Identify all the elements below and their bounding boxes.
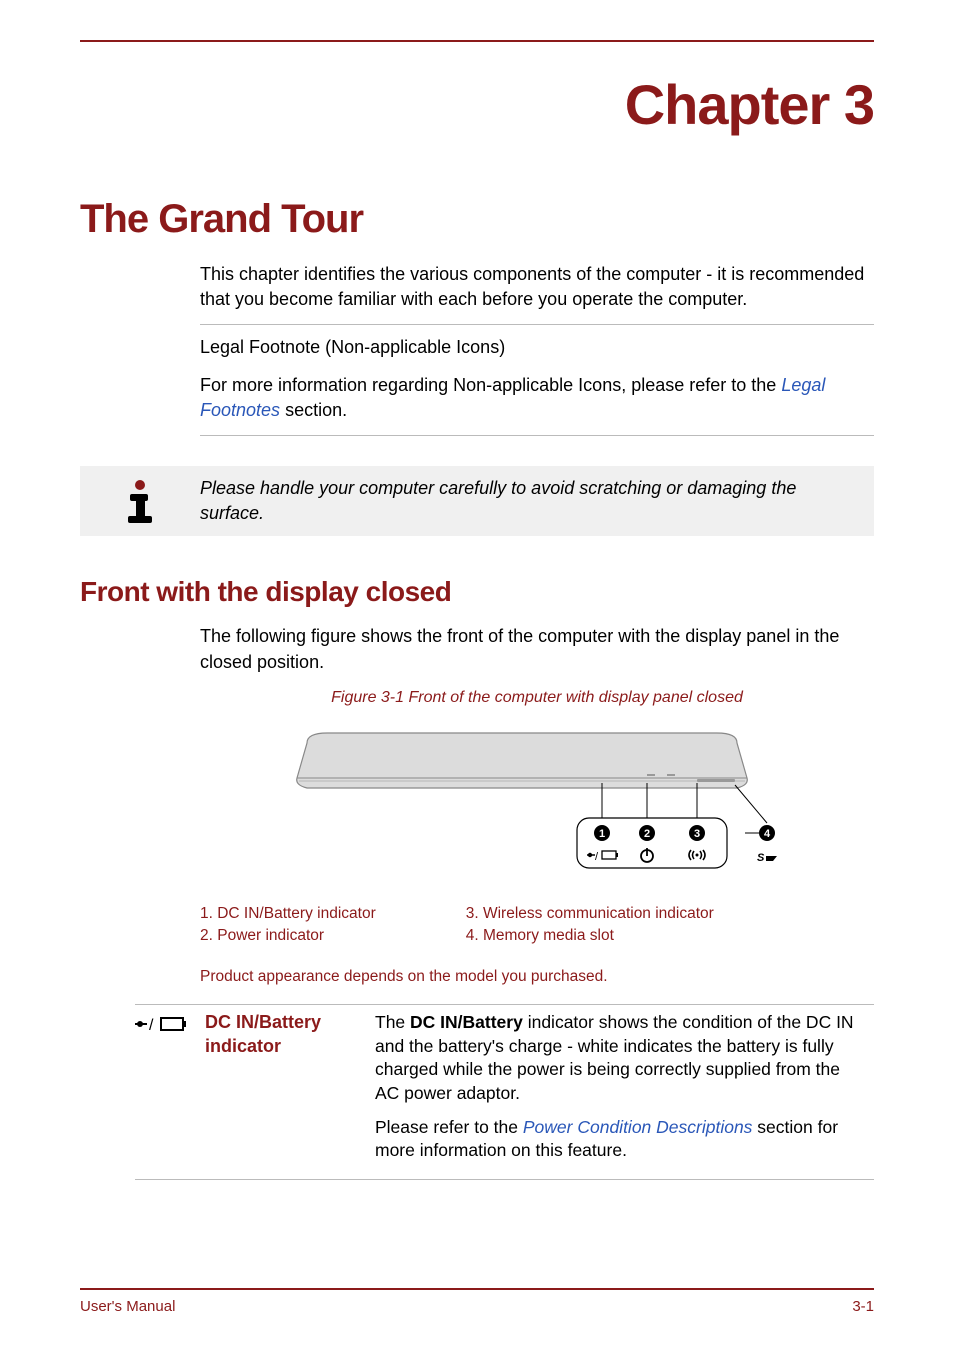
svg-text:/: / bbox=[149, 1017, 154, 1033]
legal-body: For more information regarding Non-appli… bbox=[200, 373, 874, 423]
legend-item: 3. Wireless communication indicator bbox=[466, 903, 714, 925]
svg-text:1: 1 bbox=[599, 828, 605, 840]
svg-text:3: 3 bbox=[694, 828, 700, 840]
description-p2-prefix: Please refer to the bbox=[375, 1117, 523, 1137]
top-rule bbox=[80, 40, 874, 42]
description-table: / DC IN/Battery indicator The DC IN/Batt… bbox=[135, 1004, 874, 1180]
note-text: Please handle your computer carefully to… bbox=[200, 476, 874, 526]
legend-item: 1. DC IN/Battery indicator bbox=[200, 903, 376, 925]
chapter-title: Chapter 3 bbox=[80, 72, 874, 137]
description-p1-prefix: The bbox=[375, 1012, 410, 1032]
legend-right-col: 3. Wireless communication indicator 4. M… bbox=[466, 903, 714, 946]
svg-text:/: / bbox=[595, 851, 599, 863]
divider bbox=[200, 435, 874, 436]
page-footer: User's Manual 3-1 bbox=[80, 1288, 874, 1315]
subsection-title: Front with the display closed bbox=[80, 576, 874, 608]
svg-text:4: 4 bbox=[764, 828, 771, 840]
section-intro-block: This chapter identifies the various comp… bbox=[200, 262, 874, 446]
description-p2: Please refer to the Power Condition Desc… bbox=[375, 1116, 868, 1163]
product-appearance-note: Product appearance depends on the model … bbox=[200, 966, 874, 988]
footer-right: 3-1 bbox=[852, 1298, 874, 1315]
legal-body-suffix: section. bbox=[280, 400, 347, 420]
section-intro: This chapter identifies the various comp… bbox=[200, 262, 874, 312]
page-spacer bbox=[80, 1180, 874, 1248]
figure-legend: 1. DC IN/Battery indicator 2. Power indi… bbox=[200, 903, 874, 946]
dc-in-battery-icon: / bbox=[135, 1011, 205, 1173]
svg-text:2: 2 bbox=[644, 828, 650, 840]
divider bbox=[200, 324, 874, 325]
svg-text:S: S bbox=[757, 852, 765, 864]
power-condition-link[interactable]: Power Condition Descriptions bbox=[523, 1117, 753, 1137]
description-p1: The DC IN/Battery indicator shows the co… bbox=[375, 1011, 868, 1106]
legend-item: 4. Memory media slot bbox=[466, 925, 714, 947]
legend-left-col: 1. DC IN/Battery indicator 2. Power indi… bbox=[200, 903, 376, 946]
section-title: The Grand Tour bbox=[80, 197, 874, 242]
table-row: / DC IN/Battery indicator The DC IN/Batt… bbox=[135, 1004, 874, 1180]
legal-heading: Legal Footnote (Non-applicable Icons) bbox=[200, 335, 874, 360]
description-label: DC IN/Battery indicator bbox=[205, 1011, 375, 1173]
legal-body-prefix: For more information regarding Non-appli… bbox=[200, 375, 781, 395]
description-text: The DC IN/Battery indicator shows the co… bbox=[375, 1011, 874, 1173]
figure-image: 1 2 3 4 / bbox=[200, 723, 874, 893]
subsection-body: The following figure shows the front of … bbox=[200, 624, 874, 998]
info-icon bbox=[80, 476, 200, 524]
note-callout: Please handle your computer carefully to… bbox=[80, 466, 874, 536]
legend-item: 2. Power indicator bbox=[200, 925, 376, 947]
figure-caption: Figure 3-1 Front of the computer with di… bbox=[200, 687, 874, 709]
footer-left: User's Manual bbox=[80, 1298, 175, 1315]
subsection-intro: The following figure shows the front of … bbox=[200, 624, 874, 674]
description-p1-bold: DC IN/Battery bbox=[410, 1012, 523, 1032]
